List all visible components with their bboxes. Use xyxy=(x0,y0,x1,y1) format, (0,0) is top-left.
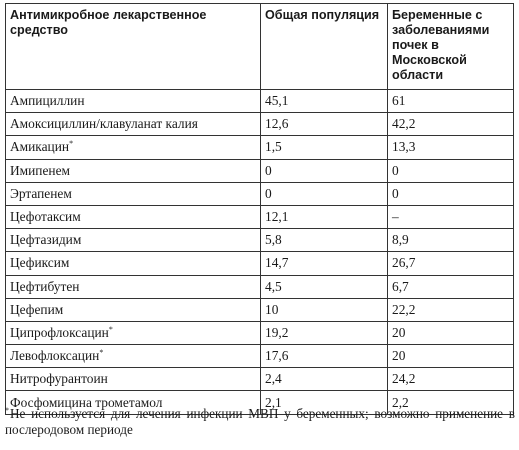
table-row: Амикацин* 1,5 13,3 xyxy=(5,135,514,160)
table-row: Цефтибутен 4,5 6,7 xyxy=(5,274,514,299)
cell-general-population: 2,1 xyxy=(260,390,388,415)
drug-name: Цефепим xyxy=(10,301,64,317)
table-row: Цефотаксим 12,1– xyxy=(5,204,514,230)
cell-general-population: 5,8 xyxy=(260,228,388,253)
table-row: Цефиксим 14,7 26,7 xyxy=(5,251,514,276)
table-row: Левофлоксацин* 17,6 20 xyxy=(5,344,514,369)
cell-pregnant: 22,2 xyxy=(387,297,514,322)
cell-drug: Цефиксим xyxy=(5,251,261,276)
table-row: Цефтазидим 5,8 8,9 xyxy=(5,228,514,253)
cell-pregnant: 0 xyxy=(387,158,514,183)
drug-name: Ципрофлоксацин xyxy=(10,324,109,340)
cell-pregnant: 13,3 xyxy=(387,135,514,160)
drug-name: Левофлоксацин xyxy=(10,348,100,364)
cell-general-population: 12,1 xyxy=(260,204,388,230)
cell-pregnant: – xyxy=(387,204,514,230)
resistance-table: Антимикробное лекарственное средство Общ… xyxy=(5,3,514,415)
table-row: Имипенем 0 0 xyxy=(5,158,514,183)
drug-name: Имипенем xyxy=(10,162,71,178)
table-body: Ампициллин 45,1 61 Амоксициллин/клавуланат … xyxy=(5,88,514,415)
cell-general-population: 45,1 xyxy=(260,88,388,114)
cell-drug: Цефотаксим xyxy=(5,204,261,230)
cell-pregnant: 26,7 xyxy=(387,251,514,276)
cell-drug: Фосфомицина трометамол xyxy=(5,390,261,415)
drug-name: Амикацин xyxy=(10,139,70,155)
table-row: Фосфомицина трометамол 2,1 2,2 xyxy=(5,390,514,415)
cell-pregnant: 0 xyxy=(387,181,514,206)
cell-drug: Левофлоксацин* xyxy=(5,344,261,369)
drug-name: Цефиксим xyxy=(10,255,70,271)
cell-general-population: 2,4 xyxy=(260,367,388,392)
cell-drug: Цефтазидим xyxy=(5,228,261,253)
cell-pregnant: 8,9 xyxy=(387,228,514,253)
cell-drug: Цефтибутен xyxy=(5,274,261,299)
cell-drug: Ципрофлоксацин* xyxy=(5,320,261,346)
table-row: Эртапенем 0 0 xyxy=(5,181,514,206)
cell-general-population: 4,5 xyxy=(260,274,388,299)
cell-general-population: 17,6 xyxy=(260,344,388,369)
table-row: Ампициллин 45,1 61 xyxy=(5,88,514,114)
footnote: *Не используется для лечения инфекции МВ… xyxy=(5,406,515,438)
drug-name: Нитрофурантоин xyxy=(10,371,108,387)
footnote-marker: * xyxy=(5,406,9,415)
footnote-marker: * xyxy=(99,348,104,358)
footnote-marker: * xyxy=(108,324,113,334)
drug-name: Цефтазидим xyxy=(10,232,82,248)
cell-pregnant: 20 xyxy=(387,344,514,369)
cell-general-population: 12,6 xyxy=(260,112,388,137)
header-row: Антимикробное лекарственное средство Общ… xyxy=(5,3,514,90)
header-drug: Антимикробное лекарственное средство xyxy=(5,3,261,90)
cell-drug: Ампициллин xyxy=(5,88,261,114)
cell-general-population: 10 xyxy=(260,297,388,322)
cell-pregnant: 20 xyxy=(387,320,514,346)
drug-name: Эртапенем xyxy=(10,185,72,201)
cell-drug: Амикацин* xyxy=(5,135,261,160)
cell-pregnant: 24,2 xyxy=(387,367,514,392)
table-header: Антимикробное лекарственное средство Общ… xyxy=(5,3,514,90)
cell-drug: Имипенем xyxy=(5,158,261,183)
footnote-text: Не используется для лечения инфекции МВП… xyxy=(5,406,515,437)
cell-drug: Амоксициллин/клавуланат калия xyxy=(5,112,261,137)
cell-pregnant: 2,2 xyxy=(387,390,514,415)
cell-general-population: 0 xyxy=(260,181,388,206)
cell-drug: Нитрофурантоин xyxy=(5,367,261,392)
cell-pregnant: 6,7 xyxy=(387,274,514,299)
cell-drug: Эртапенем xyxy=(5,181,261,206)
cell-pregnant: 42,2 xyxy=(387,112,514,137)
table-row: Нитрофурантоин 2,4 24,2 xyxy=(5,367,514,392)
header-pregnant-kidney: Беременные с заболеваниями почек в Моско… xyxy=(387,3,514,90)
cell-general-population: 1,5 xyxy=(260,135,388,160)
drug-name: Амоксициллин/клавуланат калия xyxy=(10,116,198,132)
drug-name: Цефтибутен xyxy=(10,278,80,294)
cell-pregnant: 61 xyxy=(387,88,514,114)
cell-drug: Цефепим xyxy=(5,297,261,322)
drug-name: Цефотаксим xyxy=(10,209,81,225)
header-general-population: Общая популяция xyxy=(260,3,388,90)
footnote-marker: * xyxy=(69,139,74,149)
drug-name: Ампициллин xyxy=(10,93,85,109)
cell-general-population: 0 xyxy=(260,158,388,183)
cell-general-population: 19,2 xyxy=(260,320,388,346)
cell-general-population: 14,7 xyxy=(260,251,388,276)
table-row: Ципрофлоксацин* 19,2 20 xyxy=(5,320,514,346)
drug-name: Фосфомицина трометамол xyxy=(10,394,163,410)
table-row: Цефепим 10 22,2 xyxy=(5,297,514,322)
table-row: Амоксициллин/клавуланат калия 12,6 42,2 xyxy=(5,112,514,137)
